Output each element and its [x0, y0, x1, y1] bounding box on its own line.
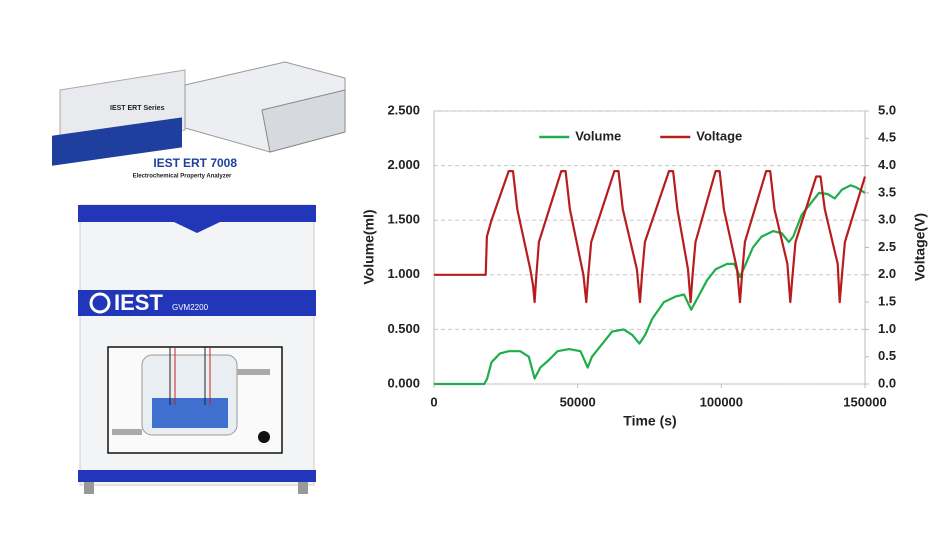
cabinet-bottom [78, 470, 316, 482]
y-tick-label: 0.000 [387, 375, 420, 390]
legend-label: Voltage [696, 128, 742, 143]
y-axis-title: Volume(ml) [361, 209, 377, 284]
port [258, 431, 270, 443]
x-tick-label: 50000 [560, 394, 596, 409]
y2-tick-label: 3.0 [878, 212, 896, 227]
analyzer-brand: IEST [153, 156, 180, 170]
y2-tick-label: 0.5 [878, 348, 896, 363]
device-2-front [261, 89, 346, 153]
electrolyte [152, 398, 228, 428]
x-tick-label: 150000 [843, 394, 886, 409]
plot-frame [433, 110, 866, 385]
y-tick-label: 2.000 [387, 157, 420, 172]
cabinet-top [78, 205, 316, 233]
gvm-cabinet: IEST GVM2200 [78, 204, 316, 494]
y2-tick-label: 1.0 [878, 321, 896, 336]
y-tick-label: 2.500 [387, 102, 420, 117]
y2-tick-label: 2.0 [878, 266, 896, 281]
gvm-brand: IEST [114, 290, 163, 315]
y2-axis-title: Voltage(V) [912, 213, 928, 281]
y2-tick-label: 0.0 [878, 375, 896, 390]
y2-tick-label: 5.0 [878, 102, 896, 117]
series-line [434, 170, 867, 304]
x-tick-label: 0 [430, 394, 437, 409]
y2-tick-label: 3.5 [878, 184, 896, 199]
y2-tick-label: 4.5 [878, 130, 896, 145]
y2-tick-label: 1.5 [878, 294, 896, 309]
device-1-front [52, 117, 182, 166]
cabinet-band [78, 290, 316, 316]
legend-label: Volume [575, 128, 621, 143]
foot [84, 482, 94, 494]
foot [298, 482, 308, 494]
x-axis-title: Time (s) [623, 413, 676, 429]
analyzer-model: ERT 7008 [183, 156, 237, 170]
series-line [434, 184, 866, 386]
device-label: IEST ERT Series [110, 105, 165, 112]
analyzer-subtitle: Electrochemical Property Analyzer [133, 174, 232, 180]
y-tick-label: 0.500 [387, 321, 420, 336]
logo-mark [89, 292, 111, 314]
y-tick-label: 1.500 [387, 212, 420, 227]
gvm-model: GVM2200 [172, 303, 209, 312]
analyzer-devices: IEST ERT Series IEST ERT 7008 Electroche… [52, 61, 346, 180]
y2-tick-label: 2.5 [878, 239, 896, 254]
x-tick-label: 100000 [700, 394, 743, 409]
y-tick-label: 1.000 [387, 266, 420, 281]
y2-tick-label: 4.0 [878, 157, 896, 172]
